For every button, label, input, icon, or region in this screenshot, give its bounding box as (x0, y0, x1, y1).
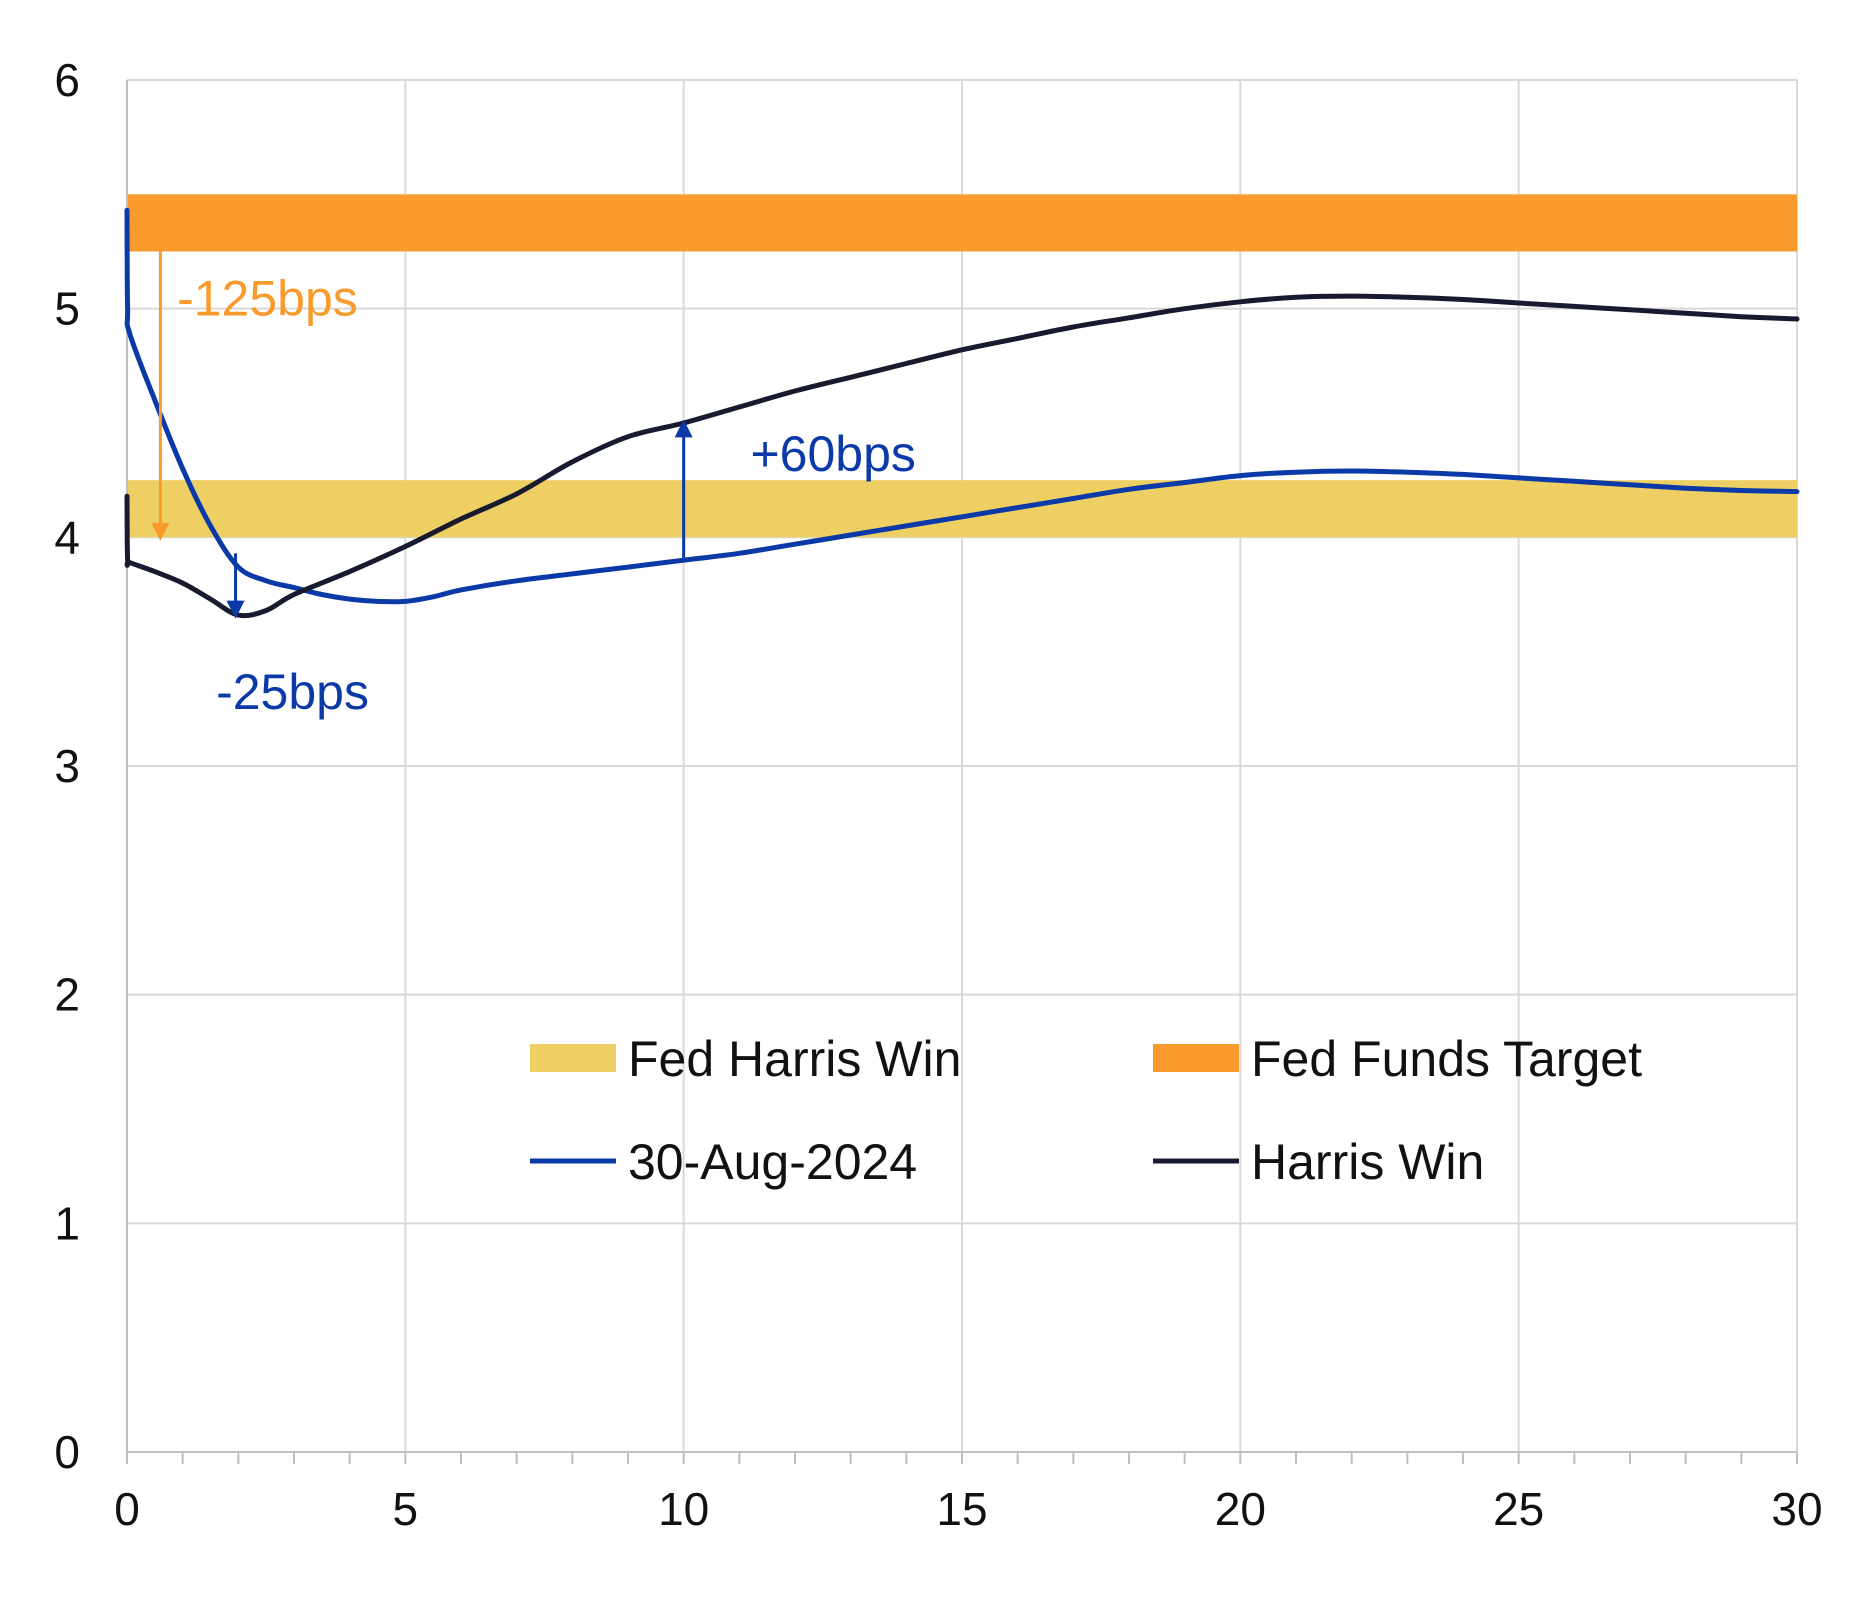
y-tick-label: 4 (54, 511, 80, 563)
legend-swatch-fed-funds-target (1153, 1044, 1239, 1072)
y-tick-label: 2 (54, 969, 80, 1021)
legend-label-fed-funds-target: Fed Funds Target (1251, 1031, 1642, 1087)
legend: Fed Harris Win Fed Funds Target 30-Aug-2… (530, 1031, 1642, 1190)
annotation-label-0: -125bps (177, 271, 358, 327)
annotations: -125bps -25bps +60bps (151, 251, 916, 720)
series-line-0 (124, 207, 1800, 605)
legend-swatch-fed-harris-win (530, 1044, 616, 1072)
gridlines (127, 79, 1798, 1452)
y-tick-label: 5 (54, 283, 80, 335)
annotation-label-1: -25bps (216, 664, 369, 720)
x-tick-label: 25 (1493, 1483, 1544, 1535)
annotation-label-2: +60bps (750, 426, 915, 482)
x-tick-label: 15 (936, 1483, 987, 1535)
band-0 (127, 480, 1797, 538)
band-1 (127, 194, 1797, 252)
x-tick-label: 10 (658, 1483, 709, 1535)
legend-label-fed-harris-win: Fed Harris Win (628, 1031, 961, 1087)
legend-label-harris-win: Harris Win (1251, 1134, 1484, 1190)
y-tick-label: 6 (54, 54, 80, 106)
y-tick-label: 0 (54, 1426, 80, 1478)
legend-label-30-aug-2024: 30-Aug-2024 (628, 1134, 917, 1190)
x-tick-label: 0 (114, 1483, 140, 1535)
bands (127, 194, 1797, 538)
x-tick-label: 20 (1215, 1483, 1266, 1535)
y-tick-label: 1 (54, 1197, 80, 1249)
x-tick-label: 30 (1771, 1483, 1822, 1535)
x-tick-label: 5 (393, 1483, 419, 1535)
y-tick-label: 3 (54, 740, 80, 792)
